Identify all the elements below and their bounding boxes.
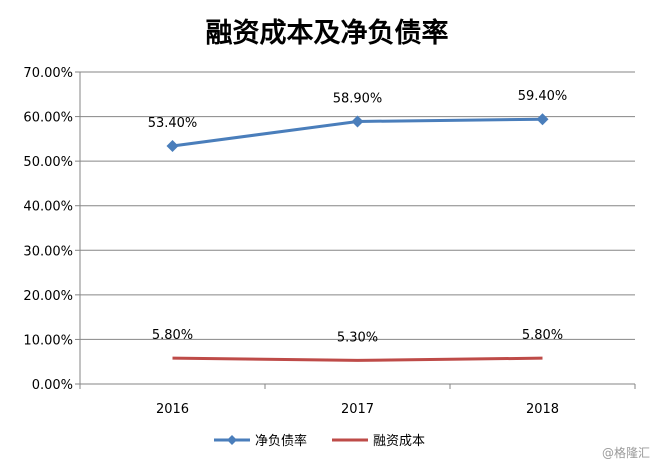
y-tick-label: 60.00% (23, 111, 73, 126)
data-labels: 53.40% 58.90% 59.40% 5.80% 5.30% 5.80% (148, 89, 568, 345)
data-point-marker (351, 115, 364, 128)
chart-title: 融资成本及净负债率 (206, 17, 449, 49)
axes (75, 71, 636, 389)
y-tick-label: 50.00% (23, 155, 73, 170)
gridlines (80, 71, 635, 340)
legend-label: 净负债率 (255, 433, 307, 449)
legend: 净负债率 融资成本 (214, 433, 425, 449)
legend-swatch-marker (227, 435, 237, 445)
data-label: 5.30% (337, 330, 378, 345)
y-tick-label: 0.00% (32, 378, 73, 393)
y-tick-label: 30.00% (23, 244, 73, 259)
x-tick-label: 2016 (156, 402, 189, 417)
series-markers (166, 113, 549, 152)
y-tick-label: 70.00% (23, 66, 73, 81)
data-label: 5.80% (152, 328, 193, 343)
data-label: 58.90% (333, 91, 383, 106)
data-label: 59.40% (518, 89, 568, 104)
x-tick-label: 2017 (341, 402, 374, 417)
data-point-marker (536, 113, 549, 126)
x-tick-label: 2018 (526, 402, 559, 417)
series-line-1 (172, 356, 543, 362)
y-tick-label: 40.00% (23, 200, 73, 215)
data-label: 53.40% (148, 116, 198, 131)
y-axis-ticks: 0.00% 10.00% 20.00% 30.00% 40.00% 50.00% 60.00… (23, 66, 73, 393)
x-axis-ticks: 2016 2017 2018 (156, 402, 559, 417)
y-tick-label: 20.00% (23, 289, 73, 304)
data-label: 5.80% (522, 328, 563, 343)
legend-label: 融资成本 (373, 434, 425, 449)
data-point-marker (166, 139, 179, 152)
series-lines (172, 117, 543, 362)
y-tick-label: 10.00% (23, 333, 73, 348)
watermark: @格隆汇 (602, 445, 650, 460)
